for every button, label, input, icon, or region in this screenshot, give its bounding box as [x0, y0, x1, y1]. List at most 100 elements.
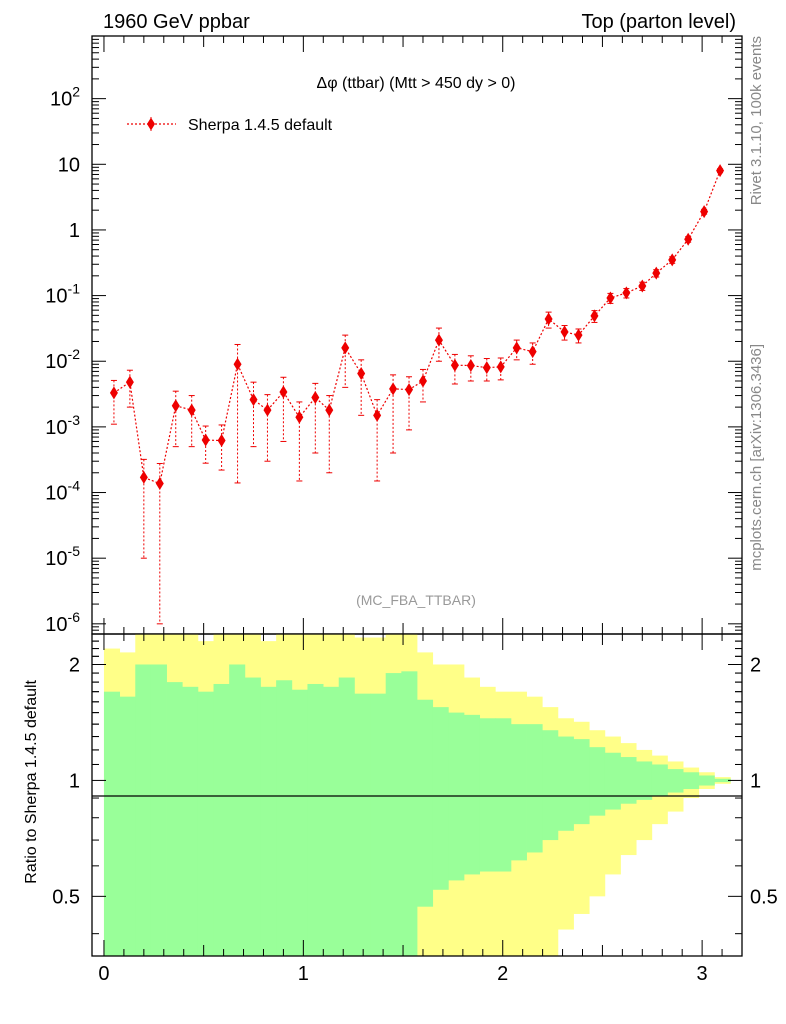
data-point: [590, 309, 599, 323]
ratio-inner-band-bin: [667, 769, 684, 793]
main-panel-y-ticks: 10-6 10-5 10-4 10-3 10-2 10-1 1 10 102: [45, 35, 742, 636]
data-point: [325, 403, 334, 417]
legend-label: Sherpa 1.4.5 default: [188, 117, 333, 134]
data-point: [249, 393, 258, 407]
ratio-inner-band-bin: [683, 772, 700, 789]
legend: Sherpa 1.4.5 default: [127, 117, 333, 134]
ratio-inner-band-bin: [714, 778, 731, 783]
analysis-label: (MC_FBA_TTBAR): [356, 592, 476, 608]
data-point: [295, 410, 304, 424]
data-point: [496, 360, 505, 374]
ratio-inner-band-bin: [323, 686, 340, 956]
ratio-inner-band-bin: [385, 673, 402, 956]
data-point: [233, 357, 242, 371]
data-point: [405, 383, 414, 397]
ratio-inner-band-bin: [291, 689, 308, 956]
ratio-inner-band-bin: [103, 691, 121, 956]
ratio-inner-band-bin: [526, 724, 543, 853]
data-point: [171, 399, 180, 413]
y-tick-label: 10-1: [45, 281, 80, 308]
data-point: [668, 253, 677, 267]
x-tick-label: 2: [497, 963, 508, 985]
x-tick-label: 1: [298, 963, 309, 985]
x-axis-ticks: 0 1 2 3: [98, 36, 743, 985]
ratio-inner-band-bin: [244, 677, 261, 956]
ratio-inner-band-bin: [636, 761, 653, 800]
ratio-inner-band-bin: [197, 691, 214, 956]
main-chart-title: Δφ (ttbar) (Mtt > 450 dy > 0): [317, 75, 516, 92]
ratio-uncertainty-bands: [103, 634, 731, 956]
data-point: [434, 333, 443, 347]
ratio-inner-band-bin: [135, 664, 152, 956]
ratio-inner-band-bin: [432, 707, 449, 890]
ratio-inner-band-bin: [150, 664, 167, 956]
data-point: [279, 385, 288, 399]
data-point: [373, 408, 382, 422]
data-point: [139, 470, 148, 484]
y-tick-label: 10-3: [45, 412, 80, 439]
ratio-y-tick-label-right: 1: [750, 770, 761, 792]
ratio-inner-band-bin: [651, 764, 668, 797]
x-tick-label: 3: [697, 963, 708, 985]
ratio-inner-band-bin: [510, 724, 527, 861]
x-tick-label: 0: [98, 963, 109, 985]
data-point: [574, 328, 583, 342]
ratio-inner-band-bin: [338, 677, 355, 956]
ratio-inner-band-bin: [417, 699, 434, 907]
data-point: [466, 359, 475, 373]
y-tick-label: 1: [69, 220, 80, 242]
data-point: [217, 434, 226, 448]
ratio-inner-band-bin: [370, 693, 387, 956]
data-point: [638, 279, 647, 293]
ratio-inner-band-bin: [276, 680, 293, 956]
data-point: [109, 386, 118, 400]
y-tick-label: 10-2: [45, 346, 80, 373]
data-point: [263, 403, 272, 417]
y-tick-label: 10-4: [45, 478, 80, 505]
data-point: [187, 403, 196, 417]
ratio-inner-band-bin: [307, 683, 324, 956]
data-point: [201, 433, 210, 447]
data-point: [389, 382, 398, 396]
ratio-inner-band-bin: [589, 747, 606, 816]
ratio-panel: 0.5 0.5 1 1 2 2 0 1 2 3 Ratio to Sherpa 1.4.5 de…: [23, 36, 778, 985]
ratio-y-tick-label: 1: [69, 770, 80, 792]
data-point: [482, 361, 491, 375]
data-point: [341, 341, 350, 355]
ratio-inner-band-bin: [463, 714, 481, 875]
y-tick-label: 10-6: [45, 609, 80, 636]
ratio-inner-band-bin: [542, 730, 559, 841]
data-point: [544, 312, 553, 326]
data-point: [450, 358, 459, 372]
data-point: [716, 164, 725, 178]
data-point: [606, 291, 615, 305]
series-line: [113, 170, 721, 485]
ratio-y-tick-label-right: 2: [750, 654, 761, 676]
data-point: [684, 232, 693, 246]
ratio-inner-band-bin: [229, 664, 246, 956]
y-tick-label: 10: [58, 154, 80, 176]
ratio-inner-band-bin: [354, 693, 371, 956]
ratio-inner-band-bin: [698, 775, 715, 786]
ratio-inner-band-bin: [260, 686, 277, 956]
ratio-inner-band-bin: [166, 682, 183, 956]
data-point: [560, 325, 569, 339]
ratio-inner-band-bin: [479, 718, 496, 872]
ratio-y-tick-label: 0.5: [52, 886, 80, 908]
data-point: [622, 286, 631, 300]
header-left: 1960 GeV ppbar: [103, 11, 250, 33]
series-sherpa-default: [109, 164, 725, 625]
ratio-inner-band-bin: [557, 736, 574, 831]
ratio-inner-band-bin: [495, 718, 512, 872]
header-right: Top (parton level): [581, 11, 736, 33]
legend-marker: [147, 117, 155, 131]
mcplots-reference-label: mcplots.cern.ch [arXiv:1306.3436]: [748, 344, 765, 571]
ratio-inner-band-bin: [401, 671, 418, 956]
data-point: [512, 341, 521, 355]
ratio-inner-band-bin: [119, 696, 136, 956]
data-point: [418, 374, 427, 388]
data-point: [700, 205, 709, 219]
ratio-panel-y-ticks: 0.5 0.5 1 1 2 2: [52, 633, 778, 935]
ratio-axis-label: Ratio to Sherpa 1.4.5 default: [23, 679, 40, 883]
